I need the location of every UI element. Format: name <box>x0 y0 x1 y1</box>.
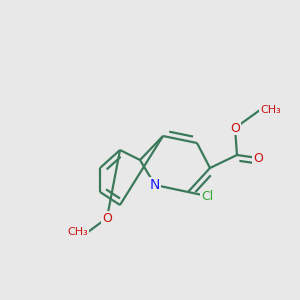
Text: Cl: Cl <box>201 190 213 202</box>
Text: CH₃: CH₃ <box>67 227 88 237</box>
Text: O: O <box>253 152 263 164</box>
Text: CH₃: CH₃ <box>260 105 281 115</box>
Text: O: O <box>230 122 240 134</box>
Text: O: O <box>102 212 112 224</box>
Text: N: N <box>150 178 160 192</box>
